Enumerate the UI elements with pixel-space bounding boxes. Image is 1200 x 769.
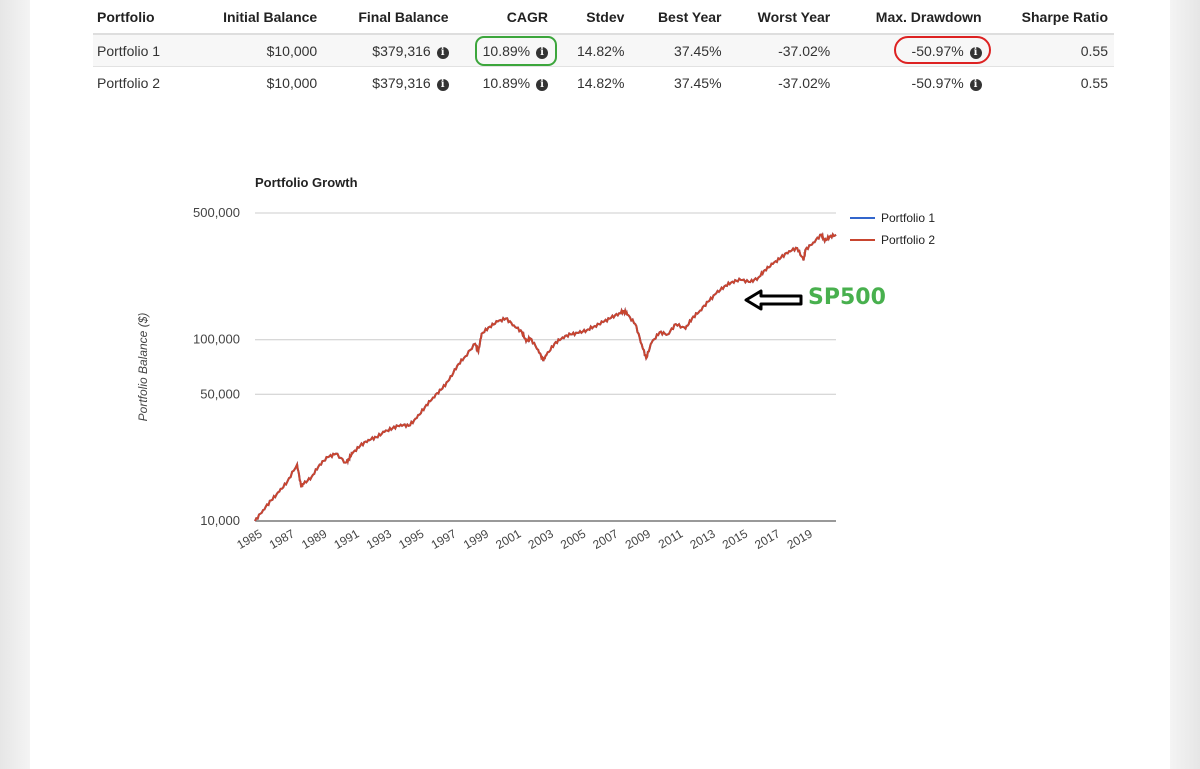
x-tick-label: 1997 (429, 526, 459, 552)
sp500-annotation: SP500 (808, 285, 886, 310)
y-tick-label: 10,000 (200, 513, 240, 528)
series-line-2 (254, 231, 837, 522)
chart-title: Portfolio Growth (255, 175, 358, 190)
portfolio-growth-chart: Portfolio Growth Portfolio Balance ($) 1… (136, 175, 935, 552)
chart-legend: Portfolio 1 Portfolio 2 (850, 211, 935, 247)
cell-sharpe-ratio: 0.55 (987, 34, 1114, 67)
y-tick-labels: 10,000 50,000 100,000 500,000 (193, 205, 240, 528)
cell-worst-year: -37.02% (778, 74, 831, 91)
cagr-value: 10.89% (482, 42, 531, 59)
table-header-row: Portfolio Initial Balance Final Balance … (93, 0, 1114, 35)
x-tick-label: 2011 (656, 526, 686, 551)
x-tick-label: 2005 (558, 526, 588, 552)
final-balance-value: $379,316 (372, 74, 431, 91)
header-sharpe-ratio[interactable]: Sharpe Ratio (987, 0, 1114, 35)
x-tick-label: 2003 (526, 526, 556, 552)
x-tick-label: 1999 (461, 526, 491, 552)
x-tick-label: 2013 (688, 526, 718, 552)
y-tick-label: 50,000 (200, 386, 240, 401)
final-balance-value: $379,316 (372, 42, 431, 59)
drawdown-value: -50.97% (911, 74, 964, 91)
info-circle-icon[interactable]: i (969, 78, 982, 91)
cell-cagr: 10.89% i (454, 34, 554, 67)
x-tick-label: 2015 (720, 526, 750, 552)
cell-worst-year: -37.02% (727, 34, 837, 67)
header-worst-year[interactable]: Worst Year (727, 0, 837, 35)
cell-initial-balance: $10,000 (186, 34, 324, 67)
header-cagr[interactable]: CAGR (454, 0, 554, 35)
chart-gridlines (255, 212, 836, 522)
x-tick-label: 1993 (364, 526, 394, 552)
x-tick-label: 2019 (785, 526, 815, 552)
info-circle-icon[interactable]: i (536, 46, 548, 59)
y-axis-label: Portfolio Balance ($) (136, 313, 150, 422)
info-circle-icon[interactable]: i (436, 46, 449, 59)
portfolio-stats-table: Portfolio Initial Balance Final Balance … (93, 0, 1114, 98)
header-initial-balance[interactable]: Initial Balance (186, 0, 324, 35)
page-shadow-left (0, 0, 30, 769)
header-final-balance[interactable]: Final Balance (323, 0, 455, 35)
header-portfolio[interactable]: Portfolio (93, 0, 187, 35)
table-row: Portfolio 1 $10,000 $379,316 i 10.89% i … (93, 34, 1114, 67)
left-arrow-icon (744, 289, 803, 311)
cagr-value: 10.89% (482, 74, 531, 91)
cell-final-balance: $379,316 i (323, 67, 454, 99)
cell-sharpe-ratio: 0.55 (1080, 74, 1108, 91)
cell-cagr: 10.89% i (455, 67, 554, 99)
x-tick-label: 1991 (331, 526, 361, 552)
cell-portfolio: Portfolio 1 (93, 34, 187, 67)
x-tick-label: 2007 (590, 526, 620, 552)
report-page: Portfolio Initial Balance Final Balance … (30, 0, 1170, 769)
cell-stdev: 14.82% (554, 34, 631, 67)
drawdown-value: -50.97% (911, 42, 964, 59)
x-tick-label: 1995 (396, 526, 426, 552)
cell-max-drawdown: -50.97% i (836, 67, 987, 99)
cell-stdev: 14.82% (576, 74, 625, 91)
page-shadow-right (1170, 0, 1200, 769)
x-tick-label: 1987 (267, 526, 297, 552)
cell-portfolio: Portfolio 2 (97, 74, 161, 91)
x-tick-labels: 1985 1987 1989 1991 1993 1995 1997 1999 2001 2003… (234, 526, 815, 552)
info-circle-icon[interactable]: i (969, 46, 982, 59)
cell-final-balance: $379,316 i (323, 34, 455, 67)
info-circle-icon[interactable]: i (436, 78, 449, 91)
cell-initial-balance: $10,000 (266, 74, 318, 91)
y-tick-label: 100,000 (193, 332, 240, 347)
series-line-1 (254, 231, 837, 522)
table-row: Portfolio 2 $10,000 $379,316 i 10.89% i … (93, 67, 1114, 99)
x-tick-label: 2001 (493, 526, 523, 552)
x-tick-label: 2017 (752, 526, 782, 552)
cell-best-year: 37.45% (630, 34, 728, 67)
legend-entry[interactable]: Portfolio 2 (881, 233, 935, 247)
y-tick-label: 500,000 (193, 205, 240, 220)
header-best-year[interactable]: Best Year (630, 0, 728, 35)
x-tick-label: 1989 (299, 526, 329, 552)
cell-max-drawdown: -50.97% i (836, 34, 988, 67)
x-tick-label: 1985 (234, 526, 264, 552)
legend-entry[interactable]: Portfolio 1 (881, 211, 935, 225)
x-tick-label: 2009 (623, 526, 653, 552)
cell-best-year: 37.45% (674, 74, 722, 91)
info-circle-icon[interactable]: i (536, 78, 548, 91)
header-stdev[interactable]: Stdev (554, 0, 631, 35)
chart-series-lines (254, 231, 837, 522)
header-max-drawdown[interactable]: Max. Drawdown (836, 0, 988, 35)
